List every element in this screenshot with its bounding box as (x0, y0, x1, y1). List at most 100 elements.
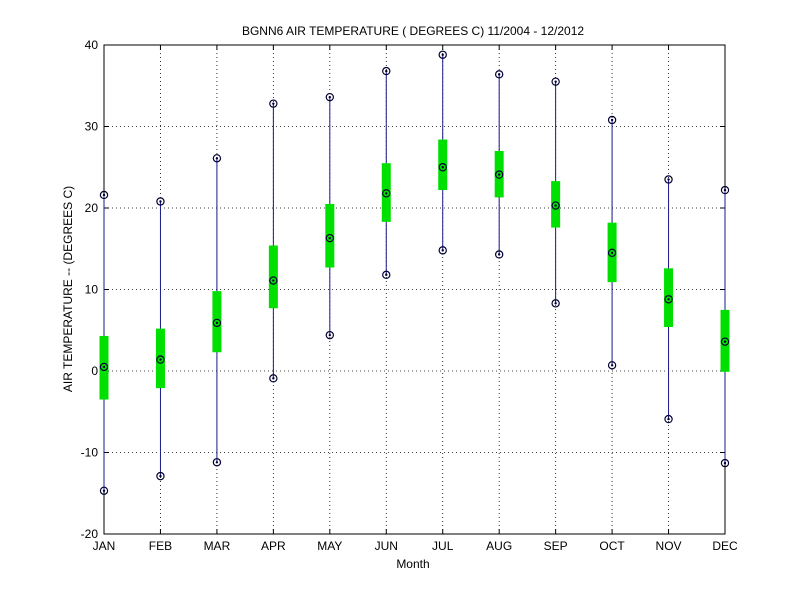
median-marker (664, 295, 673, 304)
min-marker (720, 458, 730, 468)
min-marker-dot (272, 377, 275, 380)
min-marker (99, 486, 109, 496)
y-tick-label: -10 (81, 446, 99, 460)
max-marker-dot (723, 188, 727, 192)
min-marker (382, 270, 391, 280)
max-marker (551, 77, 560, 86)
median-marker-dot (215, 321, 219, 325)
min-marker-dot (159, 474, 162, 478)
median-marker (212, 318, 222, 328)
median-marker-dot (159, 358, 162, 361)
max-marker-dot (102, 193, 106, 197)
max-marker (156, 197, 165, 206)
y-tick-label: 30 (85, 120, 99, 134)
y-tick-label: 0 (91, 364, 98, 378)
min-marker-dot (554, 302, 557, 305)
min-marker (607, 361, 617, 370)
x-tick-label: FEB (149, 539, 172, 553)
x-tick-label: JUN (375, 539, 398, 553)
max-marker (325, 92, 335, 102)
median-marker-dot (328, 236, 332, 240)
median-marker (382, 189, 391, 198)
median-marker-dot (554, 204, 557, 207)
max-marker-dot (328, 95, 332, 99)
quartile-box (325, 203, 335, 268)
x-tick-label: APR (261, 539, 286, 553)
min-marker-dot (441, 249, 444, 252)
max-marker-dot (610, 118, 614, 122)
max-marker (664, 175, 673, 184)
max-marker-dot (497, 73, 501, 76)
median-marker (156, 355, 165, 364)
min-marker (212, 458, 222, 467)
median-marker-dot (385, 192, 388, 195)
max-marker-dot (385, 69, 388, 73)
median-marker (607, 248, 617, 258)
median-marker-dot (272, 279, 275, 282)
min-marker (664, 414, 673, 424)
median-marker-dot (723, 340, 727, 343)
median-marker-dot (610, 251, 614, 255)
median-marker (720, 337, 730, 346)
min-marker (269, 374, 278, 383)
min-marker-dot (385, 273, 388, 277)
y-tick-label: 40 (85, 38, 99, 52)
x-tick-label: JAN (93, 539, 116, 553)
min-marker-dot (667, 417, 670, 421)
median-marker-dot (102, 365, 106, 369)
max-marker (99, 190, 109, 200)
min-marker (551, 299, 560, 308)
quartile-box (664, 268, 674, 327)
x-tick-label: JUL (432, 539, 454, 553)
max-marker-dot (159, 200, 162, 203)
quartile-box (551, 181, 561, 228)
x-tick-label: OCT (599, 539, 625, 553)
median-marker (99, 362, 109, 372)
x-tick-label: AUG (486, 539, 512, 553)
x-tick-label: DEC (712, 539, 738, 553)
max-marker (438, 50, 447, 59)
min-marker-dot (610, 364, 614, 367)
max-marker-dot (441, 53, 444, 56)
quartile-box (212, 291, 222, 353)
min-marker (325, 330, 335, 340)
min-marker-dot (723, 461, 727, 465)
max-marker-dot (667, 178, 670, 181)
plot-layer: -20 -10 0 10 20 30 40 JAN FEB MAR APR MAY JUN JUL AUG S… (81, 38, 738, 553)
quartile-box (438, 139, 448, 191)
median-marker-dot (667, 298, 670, 301)
max-marker-dot (272, 102, 275, 105)
max-marker-dot (215, 157, 219, 160)
min-marker-dot (102, 489, 106, 493)
median-marker (438, 163, 447, 172)
median-marker (325, 233, 335, 243)
x-tick-label: MAR (204, 539, 231, 553)
max-marker (607, 115, 617, 125)
min-marker-dot (328, 333, 332, 337)
min-marker (156, 471, 165, 481)
median-marker (551, 201, 560, 210)
chart-title: BGNN6 AIR TEMPERATURE ( DEGREES C) 11/20… (242, 24, 584, 38)
max-marker (382, 66, 391, 76)
median-marker-dot (497, 173, 501, 176)
y-tick-label: 20 (85, 201, 99, 215)
quartile-box (155, 328, 165, 389)
min-marker (438, 246, 447, 255)
median-marker (269, 276, 278, 285)
min-marker-dot (497, 253, 501, 256)
min-marker (494, 250, 504, 259)
y-axis-label: AIR TEMPERATURE -- (DEGREES C) (61, 186, 75, 392)
x-tick-label: MAY (317, 539, 342, 553)
max-marker (720, 185, 730, 195)
min-marker-dot (215, 461, 219, 464)
max-marker (212, 154, 222, 163)
max-marker-dot (554, 80, 557, 83)
max-marker (494, 70, 504, 79)
median-marker-dot (441, 166, 444, 169)
y-tick-label: 10 (85, 283, 99, 297)
x-tick-label: NOV (656, 539, 682, 553)
x-axis-label: Month (396, 557, 429, 571)
